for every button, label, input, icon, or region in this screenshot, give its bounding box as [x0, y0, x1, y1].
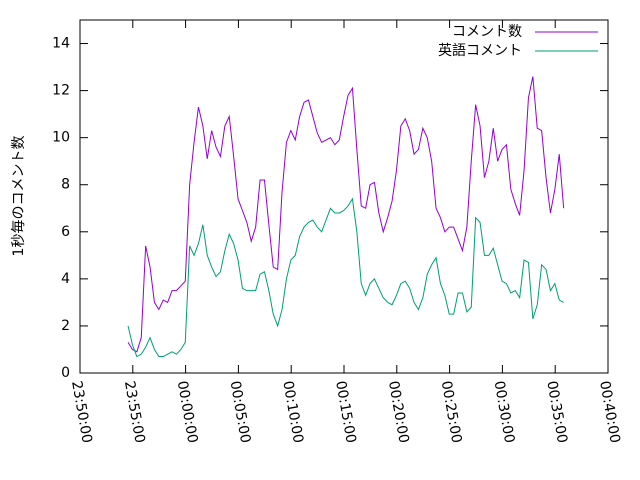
x-tick-label: 00:15:00 — [332, 380, 359, 445]
y-tick-label: 12 — [52, 83, 70, 99]
data-line — [127, 76, 565, 353]
x-tick-label: 23:55:00 — [121, 380, 148, 445]
y-tick-label: 8 — [61, 177, 70, 193]
x-tick-label: 00:35:00 — [543, 380, 570, 445]
legend-label: コメント数 — [452, 24, 522, 40]
x-tick-label: 00:30:00 — [491, 380, 518, 445]
y-tick-label: 0 — [61, 365, 70, 381]
y-tick-label: 14 — [52, 36, 70, 52]
x-tick-label: 00:40:00 — [596, 380, 623, 445]
y-tick-label: 10 — [52, 130, 70, 146]
x-tick-label: 00:25:00 — [438, 380, 465, 445]
x-tick-label: 00:05:00 — [227, 380, 254, 445]
y-tick-label: 4 — [61, 271, 70, 287]
x-tick-label: 00:00:00 — [174, 380, 201, 445]
legend-label: 英語コメント — [438, 42, 522, 59]
y-tick-label: 2 — [61, 318, 70, 334]
y-axis-label: 1秒毎のコメント数 — [11, 136, 27, 257]
y-tick-label: 6 — [61, 224, 70, 240]
x-tick-label: 00:10:00 — [279, 380, 306, 445]
plot-frame — [79, 19, 609, 374]
x-tick-label: 23:50:00 — [68, 380, 95, 445]
data-line — [127, 197, 564, 358]
x-tick-label: 00:20:00 — [385, 380, 412, 445]
